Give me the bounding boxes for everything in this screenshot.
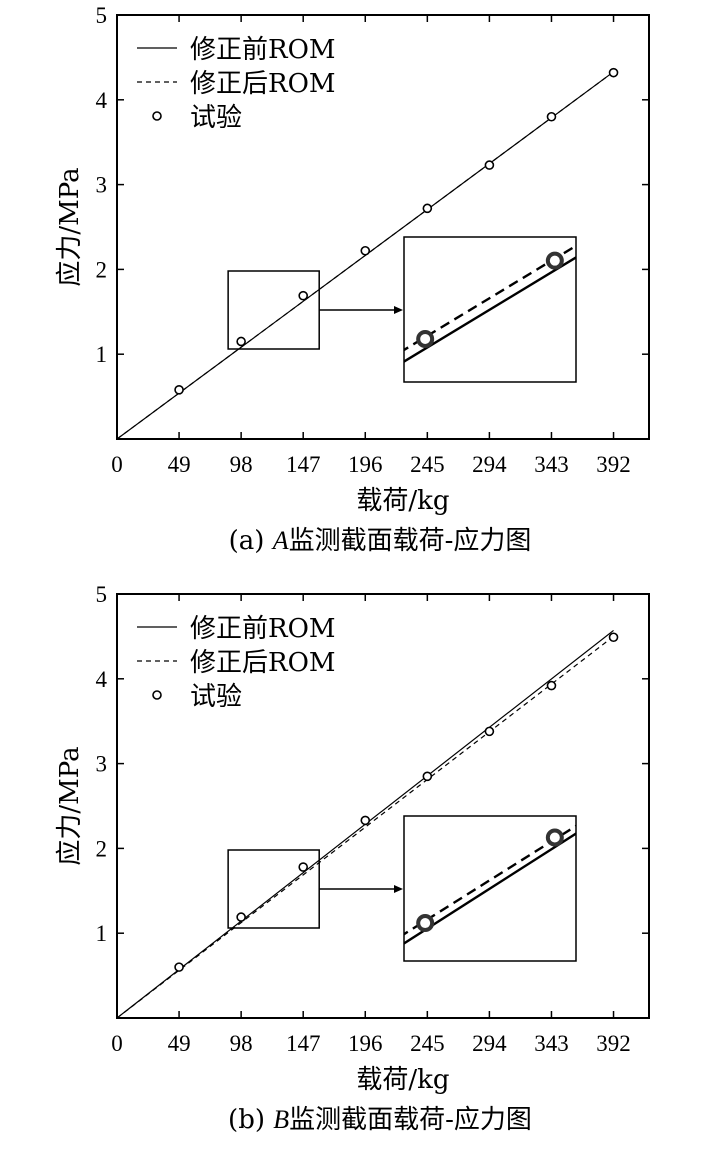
test-data-point xyxy=(422,771,433,782)
y-tick-label: 2 xyxy=(96,257,108,282)
x-axis-label: 载荷/kg xyxy=(356,486,449,516)
x-tick-label: 294 xyxy=(472,452,507,477)
figure-caption: (b) B监测截面载荷-应力图 xyxy=(228,1105,532,1135)
legend-swatch-marker xyxy=(152,111,162,121)
caption-section-letter: A xyxy=(271,526,289,555)
x-tick-label: 245 xyxy=(410,452,445,477)
x-tick-label: 49 xyxy=(168,1031,191,1056)
plot-frame xyxy=(116,14,650,440)
test-data-point xyxy=(298,290,309,301)
test-data-point xyxy=(298,862,309,872)
chart-a: 0 49 98 147 196 245 294 343 392 1 2 3 4 5 载荷/kg 应力/MPa 修… xyxy=(55,3,650,556)
y-tick-label: 1 xyxy=(96,921,108,946)
test-data-point xyxy=(360,815,371,826)
zoom-arrow-head xyxy=(394,306,403,314)
x-tick-label: 343 xyxy=(534,1031,569,1056)
y-tick-label: 4 xyxy=(96,88,108,113)
inset-test-data-point xyxy=(545,828,564,847)
test-data-point xyxy=(608,632,619,643)
x-tick-label: 196 xyxy=(348,1031,383,1056)
chart-b: 0 49 98 147 196 245 294 343 392 1 2 3 4 5 载荷/kg 应力/MPa 修… xyxy=(55,582,650,1135)
x-tick-label: 392 xyxy=(596,1031,631,1056)
x-tick-label: 343 xyxy=(534,452,569,477)
test-data-point xyxy=(484,726,495,737)
legend-label: 修正后ROM xyxy=(190,69,336,99)
y-tick-label: 4 xyxy=(96,667,108,692)
test-data-point xyxy=(236,912,246,922)
test-data-point xyxy=(360,245,371,256)
test-data-point xyxy=(422,203,433,214)
test-data-point xyxy=(546,111,557,122)
zoom-inset-content xyxy=(404,244,576,363)
x-tick-label: 196 xyxy=(348,452,383,477)
caption-prefix: (a) xyxy=(229,526,273,556)
y-axis-label: 应力/MPa xyxy=(55,746,85,865)
x-tick-label: 392 xyxy=(596,452,631,477)
y-tick-label: 3 xyxy=(96,173,108,198)
x-tick-label: 49 xyxy=(168,452,191,477)
inset-test-data-point xyxy=(416,914,435,933)
inset-line-before-correction xyxy=(404,256,576,363)
inset-test-data-point xyxy=(545,251,564,270)
y-tick-label: 3 xyxy=(96,752,108,777)
y-axis-label: 应力/MPa xyxy=(55,167,85,286)
test-data-point xyxy=(174,385,184,395)
caption-text: 监测截面载荷-应力图 xyxy=(289,1105,532,1135)
y-tick-label: 2 xyxy=(96,836,108,861)
y-tick-label: 5 xyxy=(96,582,108,607)
legend-swatch-marker xyxy=(152,690,162,700)
legend-label: 修正后ROM xyxy=(190,648,336,678)
test-data-point xyxy=(484,160,495,170)
x-tick-label: 0 xyxy=(111,452,123,477)
legend-label: 修正前ROM xyxy=(190,35,336,65)
legend-label: 试验 xyxy=(190,682,242,712)
test-data-point xyxy=(546,680,557,691)
test-data-point xyxy=(608,67,619,78)
y-tick-label: 1 xyxy=(96,342,108,367)
zoom-inset-content xyxy=(404,824,576,945)
inset-test-data-point xyxy=(416,329,435,348)
inset-line-after-correction xyxy=(404,244,576,352)
legend-label: 试验 xyxy=(190,103,242,133)
inset-line-after-correction xyxy=(404,824,576,936)
caption-section-letter: B xyxy=(273,1105,289,1134)
x-tick-label: 98 xyxy=(230,1031,253,1056)
x-tick-label: 147 xyxy=(286,1031,321,1056)
plot-frame xyxy=(116,593,650,1019)
x-tick-label: 245 xyxy=(410,1031,445,1056)
x-tick-label: 147 xyxy=(286,452,321,477)
test-data-point xyxy=(174,962,184,972)
inset-line-before-correction xyxy=(404,832,576,945)
x-tick-label: 98 xyxy=(230,452,253,477)
figure-caption: (a) A监测截面载荷-应力图 xyxy=(229,526,532,556)
caption-prefix: (b) xyxy=(228,1105,273,1135)
zoom-arrow-head xyxy=(394,885,403,893)
y-tick-label: 5 xyxy=(96,3,108,28)
legend-label: 修正前ROM xyxy=(190,614,336,644)
x-tick-label: 294 xyxy=(472,1031,507,1056)
x-tick-label: 0 xyxy=(111,1031,123,1056)
x-axis-label: 载荷/kg xyxy=(356,1065,449,1095)
caption-text: 监测截面载荷-应力图 xyxy=(289,526,532,556)
test-data-point xyxy=(236,336,246,347)
